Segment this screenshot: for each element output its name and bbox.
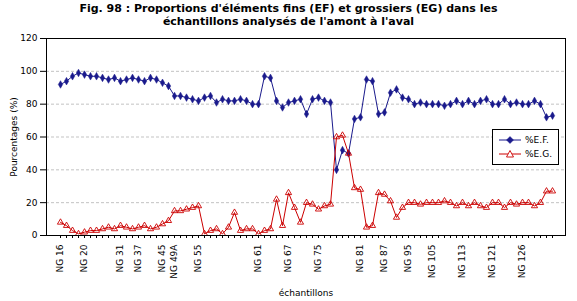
svg-text:NG 49A: NG 49A (169, 244, 179, 279)
svg-text:NG 20: NG 20 (79, 245, 89, 273)
svg-text:NG 87: NG 87 (379, 245, 389, 273)
svg-text:NG 67: NG 67 (283, 245, 293, 273)
html-text:%E.F.: %E.F. (525, 134, 549, 145)
svg-text:40: 40 (26, 165, 38, 175)
svg-text:NG 37: NG 37 (133, 245, 143, 273)
svg-text:120: 120 (20, 34, 37, 44)
svg-text:100: 100 (20, 67, 37, 77)
svg-text:NG 113: NG 113 (457, 245, 467, 279)
svg-text:20: 20 (26, 198, 38, 208)
svg-text:NG 121: NG 121 (487, 245, 497, 279)
svg-text:60: 60 (26, 132, 38, 142)
svg-text:NG 75: NG 75 (313, 245, 323, 273)
svg-text:80: 80 (26, 99, 38, 109)
svg-text:NG 31: NG 31 (115, 245, 125, 273)
svg-text:NG 126: NG 126 (517, 245, 527, 279)
html-text:%E.G.: %E.G. (525, 148, 552, 159)
svg-text:NG 105: NG 105 (427, 245, 437, 279)
svg-text:0: 0 (32, 231, 38, 241)
svg-text:NG 45: NG 45 (157, 245, 167, 273)
svg-text:échantillons: échantillons (279, 288, 334, 298)
svg-text:NG 55: NG 55 (193, 245, 203, 273)
svg-text:NG 81: NG 81 (355, 245, 365, 273)
svg-text:Pourcentages (%): Pourcentages (%) (9, 98, 19, 177)
svg-text:NG 95: NG 95 (403, 245, 413, 273)
svg-text:NG 61: NG 61 (253, 245, 263, 273)
svg-text:NG 16: NG 16 (55, 245, 65, 273)
html-text:Fig. 98 : Proportions d'élémen: Fig. 98 : Proportions d'éléments fins (E… (79, 2, 498, 29)
